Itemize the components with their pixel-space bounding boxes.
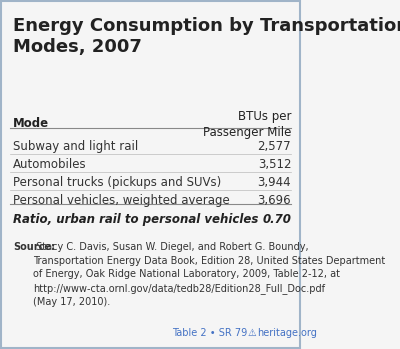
Text: Automobiles: Automobiles <box>13 158 87 171</box>
Text: Table 2 • SR 79: Table 2 • SR 79 <box>172 328 247 338</box>
Text: Mode: Mode <box>13 117 50 131</box>
Text: 2,577: 2,577 <box>258 140 291 153</box>
Text: Personal vehicles, weighted average: Personal vehicles, weighted average <box>13 194 230 207</box>
Text: 0.70: 0.70 <box>262 213 291 225</box>
Text: BTUs per
Passenger Mile: BTUs per Passenger Mile <box>203 110 291 140</box>
Text: 3,944: 3,944 <box>258 176 291 189</box>
Text: heritage.org: heritage.org <box>257 328 317 338</box>
Text: Energy Consumption by Transportation
Modes, 2007: Energy Consumption by Transportation Mod… <box>13 17 400 56</box>
Text: Personal trucks (pickups and SUVs): Personal trucks (pickups and SUVs) <box>13 176 222 189</box>
Text: Source:: Source: <box>13 242 55 252</box>
Text: Subway and light rail: Subway and light rail <box>13 140 138 153</box>
Text: 3,512: 3,512 <box>258 158 291 171</box>
Text: ⚠: ⚠ <box>248 328 257 338</box>
Text: Stacy C. Davis, Susan W. Diegel, and Robert G. Boundy,
Transportation Energy Dat: Stacy C. Davis, Susan W. Diegel, and Rob… <box>33 242 386 307</box>
FancyBboxPatch shape <box>1 1 300 348</box>
Text: 3,696: 3,696 <box>258 194 291 207</box>
Text: Ratio, urban rail to personal vehicles: Ratio, urban rail to personal vehicles <box>13 213 259 225</box>
